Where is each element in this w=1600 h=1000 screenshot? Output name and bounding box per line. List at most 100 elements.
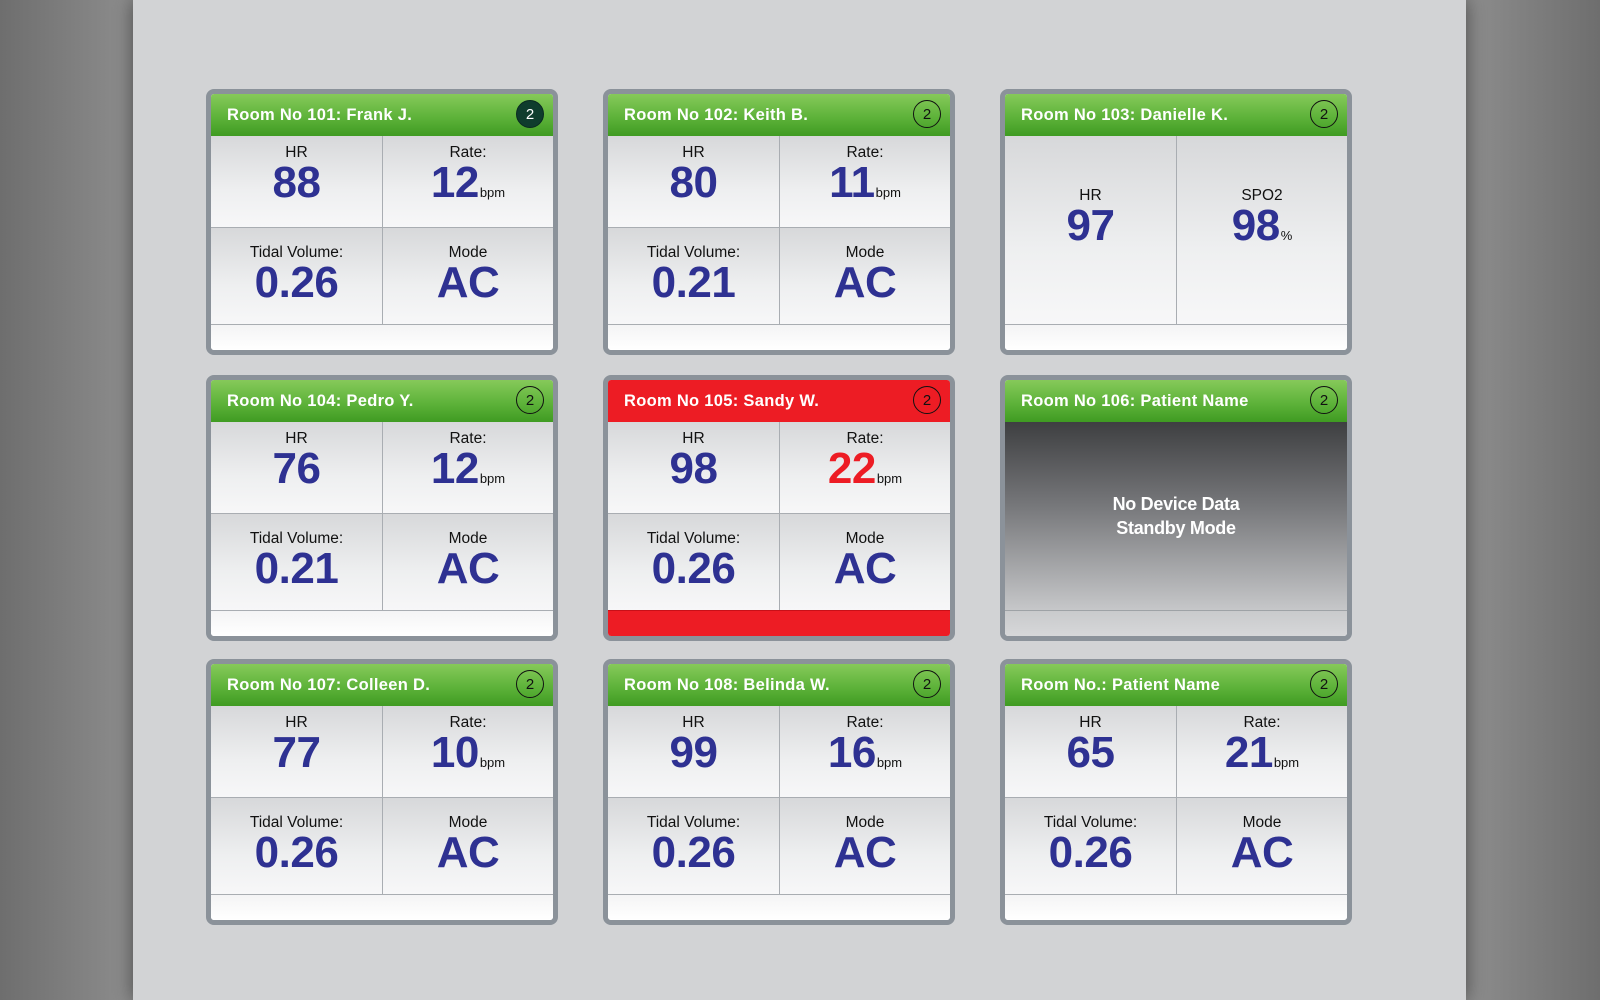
count-badge[interactable]: 2 xyxy=(913,386,941,414)
card-footer xyxy=(211,324,553,350)
tidal-volume-label: Tidal Volume: xyxy=(249,814,344,831)
rate-label: Rate: xyxy=(449,144,487,161)
rate-value: 11 xyxy=(829,158,875,207)
rate-cell: Rate: 12bpm xyxy=(383,136,553,228)
tidal-volume-value: 0.26 xyxy=(1048,828,1133,877)
count-badge[interactable]: 2 xyxy=(516,670,544,698)
patient-card-standby[interactable]: Room No 106: Patient Name 2 No Device Da… xyxy=(1000,375,1352,641)
hr-label: HR xyxy=(285,714,308,731)
card-header: Room No 105: Sandy W. 2 xyxy=(608,380,950,422)
card-header: Room No.: Patient Name 2 xyxy=(1005,664,1347,706)
card-title: Room No 106: Patient Name xyxy=(1021,391,1249,410)
patient-card-alarm[interactable]: Room No 105: Sandy W. 2 HR 98 Rate: 22bp… xyxy=(603,375,955,641)
hr-value: 88 xyxy=(272,158,321,207)
spo2-label: SPO2 xyxy=(1241,187,1283,204)
tidal-volume-cell: Tidal Volume: 0.26 xyxy=(1005,798,1177,894)
rate-unit: bpm xyxy=(1273,755,1300,770)
tidal-volume-value: 0.26 xyxy=(254,258,339,307)
card-footer xyxy=(1005,894,1347,920)
spo2-cell: SPO2 98% xyxy=(1177,136,1347,324)
card-title: Room No 107: Colleen D. xyxy=(227,675,431,694)
mode-label: Mode xyxy=(448,814,488,831)
mode-label: Mode xyxy=(845,814,885,831)
rate-label: Rate: xyxy=(1243,714,1281,731)
count-badge[interactable]: 2 xyxy=(913,100,941,128)
patient-card[interactable]: Room No 103: Danielle K. 2 HR 97 SPO2 98… xyxy=(1000,89,1352,355)
card-title: Room No 101: Frank J. xyxy=(227,105,413,124)
hr-value: 77 xyxy=(272,728,321,777)
mode-label: Mode xyxy=(1242,814,1282,831)
rate-cell: Rate: 10bpm xyxy=(383,706,553,798)
patient-card[interactable]: Room No 104: Pedro Y. 2 HR 76 Rate: 12bp… xyxy=(206,375,558,641)
rate-unit: bpm xyxy=(479,185,506,200)
tidal-volume-label: Tidal Volume: xyxy=(646,814,741,831)
spo2-unit: % xyxy=(1280,228,1293,243)
card-header: Room No 108: Belinda W. 2 xyxy=(608,664,950,706)
hr-cell: HR 76 xyxy=(211,422,383,514)
rate-value: 21 xyxy=(1224,728,1273,777)
tidal-volume-value: 0.21 xyxy=(651,258,736,307)
patient-card[interactable]: Room No 102: Keith B. 2 HR 80 Rate: 11bp… xyxy=(603,89,955,355)
hr-value: 65 xyxy=(1066,728,1115,777)
hr-label: HR xyxy=(682,714,705,731)
patient-card[interactable]: Room No 107: Colleen D. 2 HR 77 Rate: 10… xyxy=(206,659,558,925)
count-badge[interactable]: 2 xyxy=(516,386,544,414)
tidal-volume-label: Tidal Volume: xyxy=(646,244,741,261)
patient-card[interactable]: Room No 101: Frank J. 2 HR 88 Rate: 12bp… xyxy=(206,89,558,355)
card-header: Room No 104: Pedro Y. 2 xyxy=(211,380,553,422)
card-title: Room No 103: Danielle K. xyxy=(1021,105,1229,124)
alarm-footer-bar xyxy=(608,610,950,636)
rate-cell: Rate: 12bpm xyxy=(383,422,553,514)
hr-value: 97 xyxy=(1066,201,1115,250)
tidal-volume-cell: Tidal Volume: 0.21 xyxy=(211,514,383,610)
mode-value: AC xyxy=(833,828,897,877)
tidal-volume-label: Tidal Volume: xyxy=(1043,814,1138,831)
card-header: Room No 102: Keith B. 2 xyxy=(608,94,950,136)
tidal-volume-cell: Tidal Volume: 0.21 xyxy=(608,228,780,324)
mode-value: AC xyxy=(436,258,500,307)
rate-label: Rate: xyxy=(846,430,884,447)
mode-cell: Mode AC xyxy=(780,514,950,610)
mode-cell: Mode AC xyxy=(383,514,553,610)
mode-cell: Mode AC xyxy=(1177,798,1347,894)
card-title: Room No 102: Keith B. xyxy=(624,105,809,124)
rate-cell: Rate: 22bpm xyxy=(780,422,950,514)
no-device-data-text: No Device Data xyxy=(1112,494,1240,514)
count-badge[interactable]: 2 xyxy=(913,670,941,698)
card-footer xyxy=(608,324,950,350)
hr-value: 76 xyxy=(272,444,321,493)
card-footer xyxy=(1005,610,1347,636)
mode-cell: Mode AC xyxy=(383,798,553,894)
mode-cell: Mode AC xyxy=(383,228,553,324)
hr-cell: HR 77 xyxy=(211,706,383,798)
mode-label: Mode xyxy=(845,530,885,547)
count-badge[interactable]: 2 xyxy=(1310,100,1338,128)
card-footer xyxy=(1005,324,1347,350)
card-header: Room No 106: Patient Name 2 xyxy=(1005,380,1347,422)
card-title: Room No 104: Pedro Y. xyxy=(227,391,414,410)
rate-value: 10 xyxy=(430,728,479,777)
rate-unit: bpm xyxy=(479,471,506,486)
mode-cell: Mode AC xyxy=(780,228,950,324)
rate-value-alarm: 22 xyxy=(827,444,876,493)
hr-label: HR xyxy=(285,430,308,447)
patient-card[interactable]: Room No 108: Belinda W. 2 HR 99 Rate: 16… xyxy=(603,659,955,925)
hr-value: 80 xyxy=(669,158,718,207)
hr-label: HR xyxy=(682,430,705,447)
count-badge[interactable]: 2 xyxy=(1310,386,1338,414)
tidal-volume-cell: Tidal Volume: 0.26 xyxy=(211,798,383,894)
rate-label: Rate: xyxy=(449,714,487,731)
rate-unit: bpm xyxy=(876,471,903,486)
tidal-volume-cell: Tidal Volume: 0.26 xyxy=(608,798,780,894)
card-footer xyxy=(608,894,950,920)
hr-cell: HR 98 xyxy=(608,422,780,514)
mode-value: AC xyxy=(833,258,897,307)
tidal-volume-label: Tidal Volume: xyxy=(249,244,344,261)
count-badge[interactable]: 2 xyxy=(1310,670,1338,698)
patient-card[interactable]: Room No.: Patient Name 2 HR 65 Rate: 21b… xyxy=(1000,659,1352,925)
hr-cell: HR 88 xyxy=(211,136,383,228)
mode-value: AC xyxy=(1230,828,1294,877)
count-badge[interactable]: 2 xyxy=(516,100,544,128)
hr-cell: HR 97 xyxy=(1005,136,1177,324)
mode-label: Mode xyxy=(448,244,488,261)
